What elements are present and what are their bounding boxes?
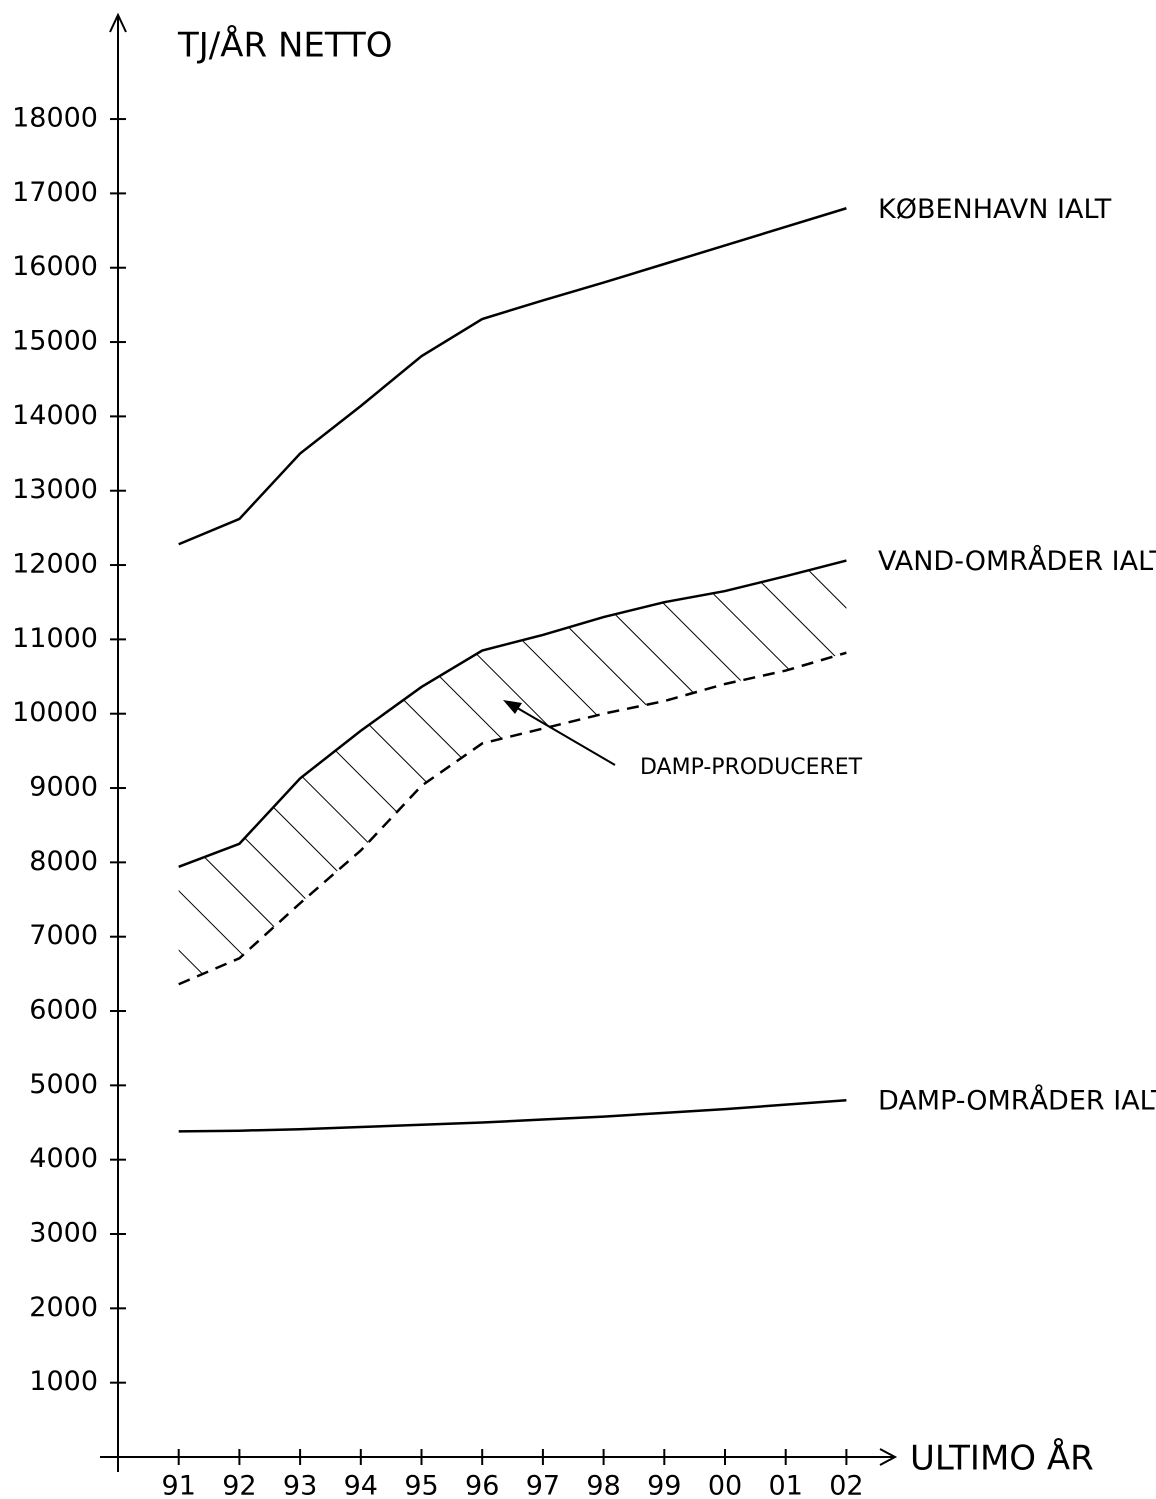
y-tick-label: 12000 [12, 549, 98, 580]
y-axis-label: TJ/ÅR NETTO [177, 25, 393, 66]
y-tick-label: 10000 [12, 697, 98, 728]
x-tick-label: 99 [647, 1471, 681, 1499]
x-axis-arrow [879, 1448, 898, 1466]
y-tick-label: 18000 [12, 103, 98, 134]
series-label: KØBENHAVN IALT [878, 194, 1112, 225]
series-line [178, 651, 847, 986]
y-tick-label: 11000 [12, 623, 98, 654]
x-tick-label: 97 [526, 1471, 560, 1499]
x-tick-label: 95 [404, 1471, 438, 1499]
x-tick-label: 92 [222, 1471, 256, 1499]
y-tick-label: 1000 [29, 1366, 98, 1397]
annotation: DAMP-PRODUCERET [640, 755, 863, 780]
y-tick-label: 9000 [29, 772, 98, 803]
y-tick-label: 16000 [12, 251, 98, 282]
series-line [178, 559, 847, 868]
y-tick-label: 3000 [29, 1218, 98, 1249]
y-tick-label: 4000 [29, 1143, 98, 1174]
x-tick-label: 02 [829, 1471, 863, 1499]
y-tick-label: 17000 [12, 177, 98, 208]
annotation-arrow [506, 701, 616, 766]
x-tick-label: 93 [283, 1471, 317, 1499]
x-tick-label: 01 [769, 1471, 803, 1499]
annotation-arrowhead [503, 700, 522, 714]
x-tick-label: 91 [162, 1471, 196, 1499]
y-tick-label: 2000 [29, 1292, 98, 1323]
y-tick-label: 6000 [29, 995, 98, 1026]
series-label: VAND-OMRÅDER IALT [878, 545, 1156, 577]
y-tick-label: 7000 [29, 920, 98, 951]
x-tick-label: 00 [708, 1471, 742, 1499]
x-axis-label: ULTIMO ÅR [910, 1438, 1094, 1479]
x-tick-label: 94 [344, 1471, 378, 1499]
series-line [178, 1098, 847, 1133]
series-line [178, 207, 847, 546]
series-label: DAMP-OMRÅDER IALT [878, 1085, 1156, 1117]
x-tick-label: 98 [586, 1471, 620, 1499]
x-tick-label: 96 [465, 1471, 499, 1499]
y-tick-label: 15000 [12, 326, 98, 357]
y-tick-label: 8000 [29, 846, 98, 877]
y-axis-arrow [109, 12, 127, 33]
y-tick-label: 5000 [29, 1069, 98, 1100]
y-tick-label: 14000 [12, 400, 98, 431]
y-tick-label: 13000 [12, 474, 98, 505]
